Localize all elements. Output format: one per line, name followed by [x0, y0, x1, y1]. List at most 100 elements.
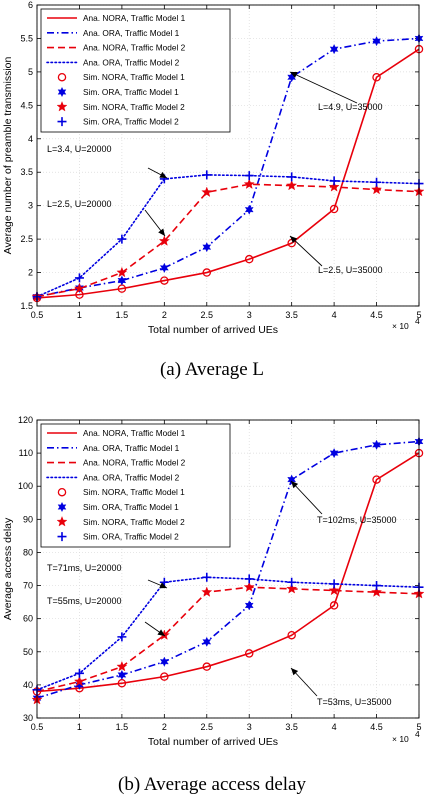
x-tick-label: 5 [416, 310, 421, 320]
annotation-arrowhead [159, 171, 167, 178]
y-tick-label: 6 [28, 0, 33, 10]
data-point-plus-2 [117, 234, 127, 244]
data-point-plus-legend [57, 117, 67, 127]
data-point-star-8 [371, 183, 383, 195]
legend-box [40, 423, 231, 548]
data-point-star-2 [116, 660, 128, 672]
data-point-circle-7 [329, 204, 339, 214]
data-point-hexagram-1 [75, 679, 84, 690]
annotation-text: L=3.4, U=20000 [47, 144, 112, 154]
data-point-circle-4 [202, 662, 212, 671]
legend-entry-4: Sim. NORA, Traffic Model 1 [83, 72, 185, 82]
x-tick-label: 2.5 [201, 310, 214, 320]
x-tick-label: 1.5 [116, 722, 129, 732]
data-point-hexagram-5 [244, 600, 254, 611]
axes-frame [36, 419, 420, 719]
x-tick-label: 3 [247, 310, 252, 320]
data-point-plus-8 [372, 177, 382, 187]
legend-entry-2: Ana. NORA, Traffic Model 2 [83, 458, 186, 468]
annotation-0: L=4.9, U=35000 [289, 71, 383, 112]
data-point-hexagram-8 [372, 439, 381, 450]
x-axis-multiplier-exponent: 4 [415, 729, 420, 739]
annotation-2: T=55ms, U=20000 [47, 596, 166, 637]
y-tick-label: 3.5 [20, 167, 33, 177]
legend-swatch-7 [57, 532, 67, 542]
x-tick-label: 0.5 [31, 310, 44, 320]
data-point-plus-1 [74, 273, 84, 283]
series-line-1 [36, 37, 420, 298]
data-point-hexagram-legend [57, 86, 67, 98]
data-point-hexagram-4 [202, 636, 212, 647]
x-tick-label: 1.5 [116, 310, 129, 320]
series-line-3 [36, 174, 420, 298]
chart-panel-2: 0.5 1 1.5 2 2.5 3 3.5 4 4.5 5 30 40 50 60 70 80 90 100 110… [2, 415, 424, 795]
data-point-hexagram-2 [117, 275, 127, 286]
data-point-circle-3 [160, 276, 169, 285]
annotation-text: L=2.5, U=35000 [318, 265, 383, 275]
y-tick-label: 90 [23, 514, 33, 524]
y-tick-label: 2.5 [20, 234, 33, 244]
data-point-circle-8 [372, 72, 381, 82]
data-point-circle-5 [244, 254, 254, 264]
legend-entry-2: Ana. NORA, Traffic Model 2 [83, 43, 186, 53]
legend-swatch-7 [57, 117, 67, 127]
data-point-star-6 [286, 179, 298, 191]
annotation-text: T=102ms, U=35000 [317, 515, 397, 525]
data-point-plus-5 [244, 171, 254, 181]
annotation-arrowhead [291, 668, 299, 676]
y-tick-label: 1.5 [20, 301, 33, 311]
legend-entry-4: Sim. NORA, Traffic Model 1 [83, 487, 185, 497]
data-point-circle-8 [372, 475, 381, 484]
x-tick-label: 1 [77, 722, 82, 732]
y-tick-label: 120 [18, 415, 33, 425]
legend-entry-7: Sim. ORA, Traffic Model 2 [83, 117, 179, 127]
x-tick-label: 0.5 [31, 722, 44, 732]
data-point-hexagram-3 [159, 656, 169, 667]
y-tick-label: 50 [23, 647, 33, 657]
annotation-0: T=102ms, U=35000 [290, 480, 397, 525]
figure-caption: (b) Average access delay [118, 774, 306, 795]
annotation-arrowhead [159, 582, 167, 589]
figure-caption: (a) Average L [160, 359, 264, 380]
x-axis-multiplier: × 10 [392, 734, 409, 744]
legend-entry-3: Ana. ORA, Traffic Model 2 [83, 57, 180, 67]
y-tick-label: 5.5 [20, 33, 33, 43]
data-point-hexagram-7 [329, 448, 339, 459]
annotation-arrowhead [291, 481, 299, 489]
data-point-star-4 [201, 586, 213, 597]
x-axis-multiplier: × 10 [392, 321, 409, 331]
x-tick-label: 3 [247, 722, 252, 732]
legend-entry-7: Sim. ORA, Traffic Model 2 [83, 532, 179, 542]
data-point-star-5 [243, 581, 255, 592]
data-point-plus-6 [287, 577, 297, 587]
y-axis-label: Average number of preamble transmission [2, 57, 14, 255]
x-tick-label: 4.5 [370, 310, 383, 320]
data-point-plus-2 [117, 632, 127, 642]
data-point-star-8 [371, 586, 383, 597]
y-tick-label: 110 [19, 448, 33, 458]
data-point-plus-6 [287, 172, 297, 182]
annotation-1: L=3.4, U=20000 [47, 144, 168, 179]
annotation-text: T=55ms, U=20000 [47, 596, 122, 606]
legend-swatch-5 [57, 501, 67, 513]
legend-entry-5: Sim. ORA, Traffic Model 1 [83, 87, 179, 97]
annotation-arrowhead [157, 629, 165, 636]
legend-entry-3: Ana. ORA, Traffic Model 2 [83, 472, 180, 482]
data-point-star-4 [201, 186, 213, 197]
y-tick-label: 5 [28, 67, 33, 77]
y-tick-label: 60 [23, 614, 33, 624]
data-point-plus-4 [202, 170, 212, 180]
legend-box [40, 8, 231, 133]
annotation-3: T=53ms, U=35000 [290, 667, 392, 707]
data-point-star-1 [73, 675, 85, 687]
data-point-circle-7 [329, 601, 339, 610]
x-tick-label: 4 [332, 310, 337, 320]
y-tick-label: 100 [18, 481, 33, 491]
data-point-hexagram-3 [159, 262, 169, 273]
data-point-hexagram-4 [202, 242, 212, 253]
legend-entry-0: Ana. NORA, Traffic Model 1 [83, 13, 186, 23]
data-point-hexagram-7 [329, 44, 339, 55]
series-line-2 [36, 586, 420, 693]
data-point-star-6 [286, 583, 298, 594]
data-point-hexagram-5 [244, 204, 254, 215]
